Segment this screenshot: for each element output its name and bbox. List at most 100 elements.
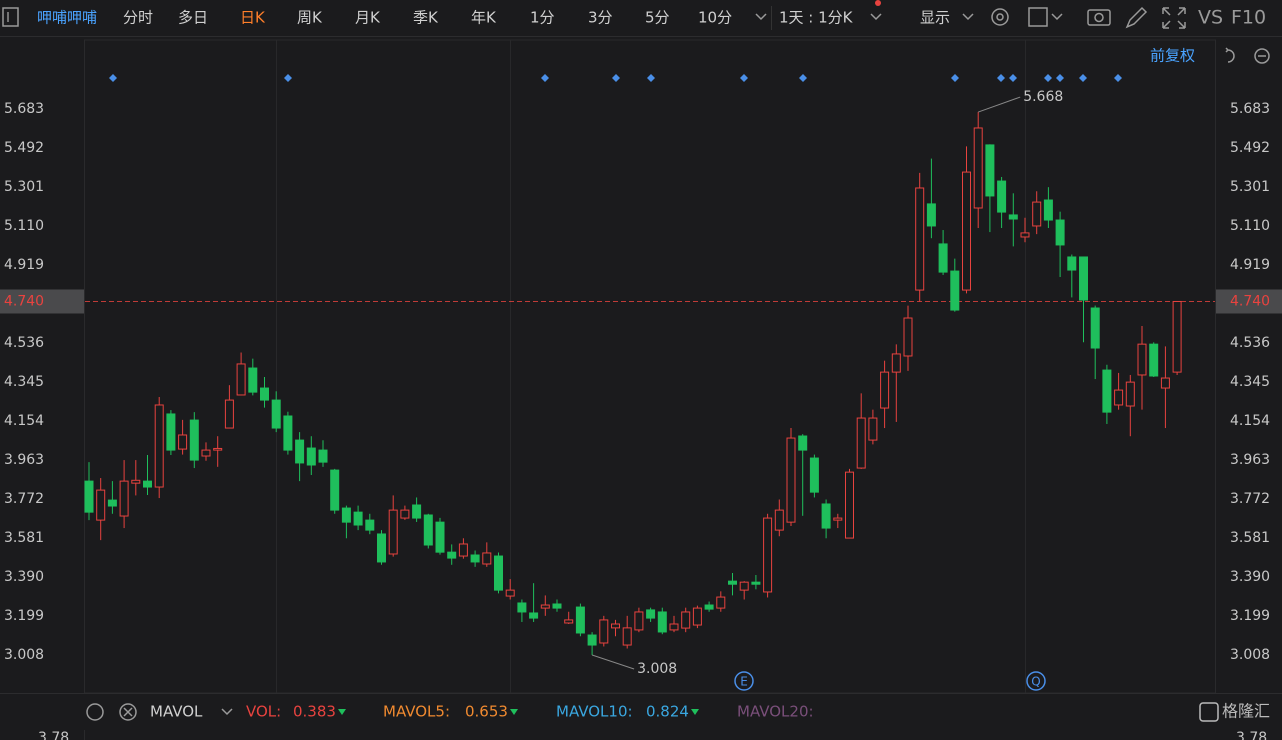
y-tick-label-right: 5.301 [1230,179,1270,195]
event-marker[interactable] [740,74,748,82]
candle-down [1149,343,1159,377]
candle-down [1067,256,1077,271]
tab[interactable]: 10分 [698,9,732,27]
chevron[interactable] [962,13,974,21]
candle-up [388,509,398,555]
candle-down [166,413,176,451]
y-tick-label: 5.492 [4,140,44,156]
event-marker[interactable] [541,74,549,82]
candle-up [681,611,691,629]
candle-up [178,434,188,450]
vs-button[interactable]: VS [1198,7,1223,29]
candle-up [236,363,246,396]
event-e[interactable] [734,671,754,691]
mavol20-label: MAVOL20: [737,703,814,721]
tabs: 分时 多日 日K 周K 月K 季K 年K 1分 3分 5分 10分 [123,9,732,27]
candle-down [575,606,585,634]
event-marker[interactable] [1044,74,1052,82]
tab[interactable]: 5分 [645,9,670,27]
candle-down [412,504,422,519]
event-marker[interactable] [1114,74,1122,82]
y-tick-label: 3.390 [4,569,44,585]
candle-down [704,604,714,610]
tab[interactable]: 月K [355,9,381,27]
chevron[interactable] [755,13,767,21]
draw-icon[interactable] [1125,6,1148,29]
event-marker[interactable] [997,74,1005,82]
event-marker[interactable] [612,74,620,82]
tab[interactable]: 日K [240,9,266,27]
tab[interactable]: 季K [413,9,439,27]
menu-icon[interactable] [2,7,19,27]
adjustment[interactable]: 前复权 [1150,47,1195,65]
y-tick-label: 4.154 [4,413,44,429]
chevron[interactable] [870,13,882,21]
y-tick-label: 4.536 [4,335,44,351]
event-marker[interactable] [951,74,959,82]
extreme-leader [591,654,635,670]
display-menu[interactable]: 显示 [920,9,950,27]
candle-down [997,180,1007,213]
tab[interactable]: 分时 [123,9,153,27]
y-tick-label-right: 3.963 [1230,452,1270,468]
event-marker[interactable] [1009,74,1017,82]
settings-icon[interactable] [991,8,1009,26]
candle-up [833,517,843,521]
tab[interactable]: 年K [471,9,497,27]
event-q[interactable] [1026,671,1046,691]
close-x [123,707,133,717]
stock-name[interactable]: 呷哺呷哺 [37,9,97,27]
event-marker[interactable] [647,74,655,82]
candle-up [622,627,632,646]
tab[interactable]: 1分 [530,9,555,27]
candle-up [692,607,702,626]
period-select[interactable]: 1天 : 1分K [779,9,854,27]
candle-down [985,144,995,197]
y-tick-label-right: 5.683 [1230,101,1270,117]
y-tick-label: 3.581 [4,530,44,546]
last-price-box [0,289,84,314]
event-q-glyph: Q [1031,675,1040,689]
candle-down [365,519,375,531]
fullscreen-icon[interactable] [1162,7,1186,29]
candle-up [540,604,550,609]
candle-up [1114,389,1124,406]
event-marker[interactable] [109,74,117,82]
chevron[interactable] [1051,13,1063,21]
tab[interactable]: 3分 [588,9,613,27]
indicator-settings[interactable] [86,703,104,721]
candle-up [786,437,796,523]
candle-up [1160,377,1170,389]
tab[interactable]: 周K [297,9,323,27]
candle-down [306,447,316,466]
style-icon[interactable] [1028,7,1048,27]
candle-up [856,417,866,469]
last-price-label: 4.740 [4,293,44,309]
down-arrow [510,709,518,715]
event-marker[interactable] [799,74,807,82]
candle-down [341,507,351,523]
camera-icon[interactable] [1087,9,1111,26]
f10-button[interactable]: F10 [1231,7,1266,29]
candle-down [283,415,293,451]
candle-down [1055,219,1065,246]
reset-icon[interactable] [1225,47,1235,63]
event-marker[interactable] [284,74,292,82]
candle-down [295,439,305,464]
candle-up [891,353,901,373]
indicator-close[interactable] [119,703,137,721]
event-marker[interactable] [1056,74,1064,82]
candle-up [774,509,784,531]
candle-down [248,367,258,393]
tab[interactable]: 多日 [178,9,208,27]
indicator-name[interactable]: MAVOL [150,703,203,721]
zoom-out-icon[interactable] [1254,48,1270,64]
candle-up [611,623,620,629]
candle-down [271,399,281,429]
vol-value: 0.383 [293,703,336,721]
event-marker[interactable] [1079,74,1087,82]
candle-up [903,317,913,357]
candle-up [213,447,223,451]
chevron[interactable] [221,708,233,716]
candle-up [564,619,574,624]
